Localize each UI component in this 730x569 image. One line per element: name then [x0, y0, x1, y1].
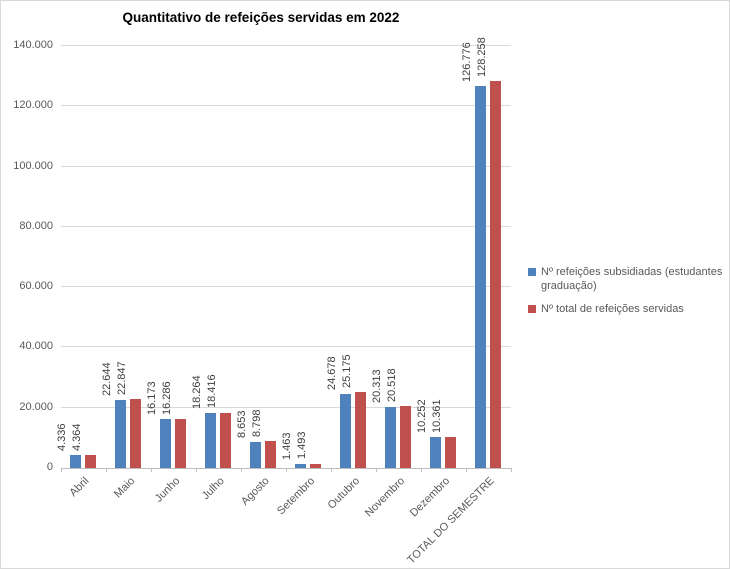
y-tick-label: 0 [46, 461, 53, 473]
x-axis-tick [376, 468, 377, 472]
y-tick-label: 120.000 [13, 99, 53, 112]
bar-total-total-do-semestre [490, 81, 501, 468]
x-axis-tick [151, 468, 152, 472]
x-tick-label-dezembro: Dezembro [407, 475, 452, 520]
bar-value-label: 20.518 [386, 368, 398, 403]
bar-value-label: 10.361 [431, 399, 443, 433]
x-axis-tick [286, 468, 287, 472]
bar-value-label: 128.258 [476, 37, 488, 78]
bar-value-label: 25.175 [341, 354, 353, 389]
plot-area: 4.336 4.364 22.644 22.847 16.173 16.286 18.264… [56, 38, 512, 472]
bar-value-label: 20.313 [371, 369, 383, 403]
gridline [61, 105, 511, 107]
bar-subsidiadas-setembro [295, 463, 306, 468]
bar-total-agosto [265, 441, 276, 468]
x-tick-label-abril: Abril [67, 475, 92, 500]
x-tick-label-agosto: Agosto [239, 475, 272, 508]
legend-item-total: Nº total de refeições servidas [528, 302, 724, 316]
bar-value-label: 126.776 [461, 42, 473, 82]
bar-total-outubro [355, 392, 366, 468]
legend-label-total: Nº total de refeições servidas [541, 303, 684, 315]
gridline [61, 286, 511, 288]
bar-total-junho [175, 418, 186, 468]
bar-subsidiadas-total-do-semestre [475, 85, 486, 468]
x-axis-tick [511, 468, 512, 472]
bar-total-abril [85, 454, 96, 468]
x-axis-tick [196, 468, 197, 472]
bar-value-label: 24.678 [326, 355, 338, 390]
x-axis-tick [61, 468, 62, 472]
x-axis-tick [106, 468, 107, 472]
bar-value-label: 18.416 [206, 374, 218, 409]
bar-total-novembro [400, 406, 411, 468]
gridline [61, 225, 511, 227]
bar-subsidiadas-outubro [340, 393, 351, 468]
bar-value-label: 8.653 [236, 410, 248, 438]
x-tick-label-total-do-semestre: TOTAL DO SEMESTRE [405, 475, 497, 567]
bar-total-dezembro [445, 436, 456, 468]
bar-subsidiadas-novembro [385, 406, 396, 468]
x-tick-label-novembro: Novembro [362, 475, 407, 520]
bar-value-label: 1.493 [296, 431, 308, 460]
bar-value-label: 4.336 [56, 423, 68, 451]
bar-total-maio [130, 399, 141, 468]
x-tick-label-outubro: Outubro [325, 475, 362, 512]
legend-item-subsidiadas: Nº refeições subsidiadas (estudantes gra… [528, 265, 724, 293]
bar-subsidiadas-julho [205, 412, 216, 468]
gridline [61, 406, 511, 408]
y-tick-label: 140.000 [13, 39, 53, 51]
bar-value-label: 22.644 [101, 362, 113, 396]
gridline [61, 165, 511, 167]
bar-value-label: 16.173 [146, 381, 158, 416]
bar-value-label: 10.252 [416, 399, 428, 434]
x-axis-tick [241, 468, 242, 472]
legend-label-subsidiadas: Nº refeições subsidiadas (estudantes gra… [541, 266, 723, 292]
x-tick-label-setembro: Setembro [274, 475, 317, 518]
gridline [61, 45, 511, 46]
x-axis-tick [466, 468, 467, 472]
y-tick-label: 40.000 [19, 340, 53, 353]
x-axis-tick [331, 468, 332, 472]
bar-value-label: 1.463 [281, 432, 293, 460]
x-tick-label-julho: Julho [199, 475, 227, 503]
bar-subsidiadas-maio [115, 399, 126, 468]
bar-total-julho [220, 412, 231, 468]
x-tick-label-junho: Junho [152, 475, 182, 505]
bar-total-setembro [310, 463, 321, 468]
y-tick-label: 80.000 [19, 219, 53, 232]
bar-subsidiadas-dezembro [430, 437, 441, 468]
bar-subsidiadas-abril [70, 454, 81, 468]
bar-subsidiadas-agosto [250, 441, 261, 468]
gridline [61, 346, 511, 348]
y-tick-label: 100.000 [13, 159, 53, 172]
bar-value-label: 22.847 [116, 361, 128, 396]
legend: Nº refeições subsidiadas (estudantes gra… [528, 265, 724, 325]
bar-value-label: 18.264 [191, 375, 203, 409]
x-tick-label-maio: Maio [111, 475, 137, 501]
bar-value-label: 8.798 [251, 409, 263, 438]
chart-title: Quantitativo de refeições servidas em 20… [122, 10, 400, 25]
legend-swatch-red-icon [528, 305, 536, 313]
bar-subsidiadas-junho [160, 419, 171, 468]
y-tick-label: 20.000 [19, 400, 53, 413]
bar-value-label: 16.286 [161, 381, 173, 415]
legend-swatch-blue-icon [528, 268, 536, 276]
bar-value-label: 4.364 [71, 423, 83, 451]
x-axis-tick [421, 468, 422, 472]
y-tick-label: 60.000 [19, 280, 53, 293]
